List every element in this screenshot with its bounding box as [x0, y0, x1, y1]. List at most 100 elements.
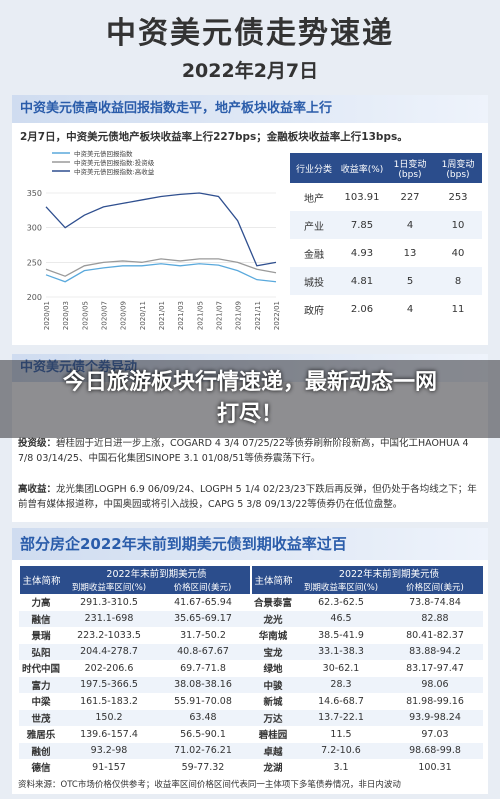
header-cell: 收益率(%) — [338, 153, 386, 183]
cell: 81.98-99.16 — [406, 695, 464, 707]
x-tick-label: 2021/09 — [235, 301, 243, 330]
x-tick-label: 2021/05 — [196, 301, 204, 330]
cell: 10 — [451, 219, 465, 231]
cell: 41.67-65.94 — [174, 596, 232, 608]
table-row: 富力 197.5-366.5 38.08-38.16 中骏 28.3 98.06 — [19, 676, 483, 693]
paragraph-label: 投资级： — [18, 438, 57, 449]
x-tick-label: 2021/01 — [158, 301, 166, 330]
cell: 139.6-157.4 — [80, 728, 138, 740]
cell: 7.85 — [350, 219, 374, 231]
header-cell: 主体简称 — [250, 566, 295, 594]
cell: 8 — [454, 275, 462, 287]
legend-label: 中资美元债回报指数:投资级 — [74, 158, 155, 167]
cell: 291.3-310.5 — [80, 596, 138, 608]
cell: 227 — [400, 191, 420, 203]
y-tick-label: 300 — [27, 224, 42, 233]
cell: 91-157 — [92, 761, 126, 773]
cell: 231.1-698 — [84, 613, 134, 625]
header-cell: 2022年末前到期美元债 — [63, 566, 251, 580]
cell: 德信 — [31, 763, 51, 775]
series-line — [45, 192, 277, 267]
cell: 14.6-68.7 — [318, 695, 364, 707]
header-cell: 2022年末前到期美元债 — [295, 566, 483, 580]
cell: 63.48 — [189, 712, 217, 724]
cell: 35.65-69.17 — [174, 613, 232, 625]
x-tick-label: 2021/03 — [177, 301, 185, 330]
header-cell: 价格区间(美元) — [387, 580, 483, 594]
cell: 204.4-278.7 — [80, 646, 138, 658]
cell: 40.8-67.67 — [177, 646, 229, 658]
table-row: 融创 93.2-98 71.02-76.21 卓越 7.2-10.6 98.68-99.8 — [19, 742, 483, 759]
cell: 28.3 — [330, 679, 352, 691]
y-tick-label: 200 — [27, 293, 42, 302]
cell: 13.7-22.1 — [318, 712, 364, 724]
x-tick-label: 2020/07 — [101, 301, 109, 330]
cell: 5 — [406, 275, 414, 287]
x-tick-label: 2020/01 — [43, 301, 51, 330]
table-row: 融信 231.1-698 35.65-69.17 龙光 46.5 82.88 — [19, 610, 483, 627]
cell: 7.2-10.6 — [321, 745, 361, 757]
cell: 融创 — [31, 746, 51, 758]
table-row: 时代中国 202-206.6 69.7-71.8 绿地 30-62.1 83.17-97.… — [19, 660, 483, 677]
cell: 56.5-90.1 — [180, 728, 226, 740]
cell: 11.5 — [330, 728, 352, 740]
cell: 4 — [406, 303, 414, 315]
header-cell: 主体简称 — [18, 566, 63, 594]
header-cell: 到期收益率区间(%) — [295, 580, 387, 594]
title: 中资美元债走势速递 — [106, 16, 394, 51]
table-row: 政府 2.06 4 11 — [290, 295, 482, 323]
cell: 合景泰富 — [253, 598, 292, 610]
overlay-text: 今日旅游板块行情速递，最新动态一网打尽！ — [62, 370, 437, 427]
cell: 223.2-1033.5 — [77, 629, 141, 641]
cell: 时代中国 — [21, 664, 60, 676]
cell: 龙光 — [263, 614, 283, 626]
cell: 55.91-70.08 — [174, 695, 232, 707]
section-heading: 中资美元债高收益回报指数走平，地产板块收益率上行 — [12, 95, 488, 123]
x-tick-label: 2022/01 — [273, 301, 281, 330]
paragraphs: 投资级：碧桂园于近日进一步上涨，COGARD 4 3/4 07/25/22等债券… — [18, 436, 482, 528]
date: 2022年2月7日 — [181, 60, 319, 82]
cell: 59-77.32 — [181, 761, 225, 773]
cell: 33.1-38.3 — [318, 646, 364, 658]
table-row: 产业 7.85 4 10 — [290, 211, 482, 239]
header-row: 行业分类 收益率(%) 1日变动(bps) 1周变动(bps) — [290, 153, 482, 183]
source: 资料来源：OTC市场价格仅供参考；收益率区间价格区间代表同一主体项下多笔债券情况… — [18, 780, 401, 790]
table-row: 中梁 161.5-183.2 55.91-70.08 新城 14.6-68.7 81.98… — [19, 693, 483, 710]
cell: 政府 — [304, 305, 324, 317]
table-row: 弘阳 204.4-278.7 40.8-67.67 宝龙 33.1-38.3 83.88-… — [19, 643, 483, 660]
cell: 中梁 — [31, 697, 51, 709]
cell: 31.7-50.2 — [180, 629, 226, 641]
cell: 景瑞 — [31, 631, 51, 643]
header-cell: 1周变动(bps) — [434, 153, 482, 183]
x-tick-label: 2021/11 — [254, 301, 262, 330]
cell: 碧桂园 — [258, 730, 288, 742]
paragraph-label: 高收益： — [18, 484, 57, 495]
paragraph: 投资级：碧桂园于近日进一步上涨，COGARD 4 3/4 07/25/22等债券… — [18, 436, 482, 466]
cell: 富力 — [31, 680, 51, 692]
y-tick-label: 250 — [27, 258, 42, 267]
cell: 龙湖 — [263, 763, 283, 775]
cell: 13 — [403, 247, 417, 259]
cell: 4.81 — [350, 275, 374, 287]
cell: 11 — [451, 303, 465, 315]
cell: 62.3-62.5 — [318, 596, 364, 608]
paragraph: 高收益：龙光集团LOGPH 6.9 06/09/24、LOGPH 5 1/4 0… — [18, 482, 482, 512]
cell: 产业 — [304, 221, 324, 233]
cell: 82.88 — [421, 613, 449, 625]
header-cell: 到期收益率区间(%) — [63, 580, 155, 594]
cell: 3.1 — [333, 761, 349, 773]
x-tick-label: 2020/09 — [120, 301, 128, 330]
cell: 253 — [448, 191, 468, 203]
table-row: 金融 4.93 13 40 — [290, 239, 482, 267]
cell: 新城 — [263, 697, 283, 709]
cell: 38.5-41.9 — [318, 629, 364, 641]
cell: 雅居乐 — [26, 730, 56, 742]
cell: 46.5 — [330, 613, 352, 625]
cell: 4.93 — [350, 247, 374, 259]
cell: 38.08-38.16 — [174, 679, 232, 691]
cell: 71.02-76.21 — [174, 745, 232, 757]
header-cell: 价格区间(美元) — [155, 580, 251, 594]
table-row: 景瑞 223.2-1033.5 31.7-50.2 华南城 38.5-41.9 80.41… — [19, 627, 483, 644]
